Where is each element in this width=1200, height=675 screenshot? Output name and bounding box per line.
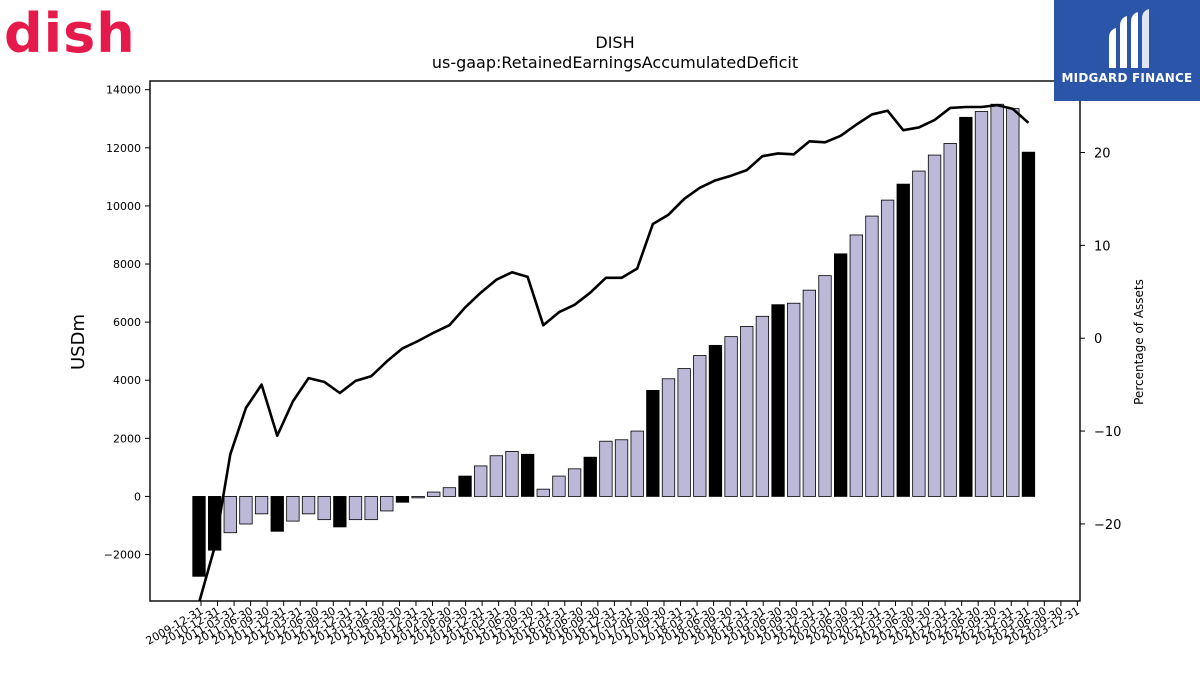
y-tick-label: 0 — [134, 490, 141, 503]
bar-2015-06-30 — [536, 488, 550, 497]
plot-frame — [149, 80, 1081, 602]
y-tick-label: 6000 — [113, 316, 141, 329]
bar-2012-03-31 — [333, 496, 347, 528]
bar-2022-03-31 — [959, 116, 973, 497]
bar-2016-03-31 — [583, 456, 597, 497]
bar-2019-03-31 — [771, 304, 785, 497]
y2-tick-label: −20 — [1094, 518, 1121, 533]
y-tick-label: 2000 — [113, 432, 141, 445]
bar-2010-06-30 — [223, 496, 237, 534]
bar-2018-03-31 — [708, 344, 723, 497]
bar-series — [192, 103, 1036, 577]
bar-2017-09-30 — [677, 368, 691, 497]
bar-2020-09-30 — [865, 215, 879, 497]
y-tick-label: 8000 — [113, 258, 141, 271]
y2-axis-label: Percentage of Assets — [1132, 279, 1146, 405]
bar-2012-12-31 — [380, 496, 394, 512]
bar-2019-09-30 — [802, 289, 816, 497]
bar-2018-12-31 — [755, 315, 770, 497]
bar-2015-09-30 — [552, 475, 566, 497]
bar-2022-06-30 — [974, 111, 989, 497]
bar-2011-03-31 — [270, 496, 284, 532]
bar-2021-09-30 — [927, 154, 942, 497]
bar-2022-09-30 — [990, 103, 1004, 497]
bar-2015-12-31 — [567, 468, 582, 497]
bar-2013-06-30 — [411, 496, 425, 499]
bar-2016-12-31 — [630, 430, 644, 497]
bar-2018-06-30 — [724, 336, 738, 497]
y-tick-label: 4000 — [113, 374, 141, 387]
bar-2020-06-30 — [849, 234, 863, 497]
bar-2013-03-31 — [395, 496, 410, 503]
midgard-logo-text: MIDGARD FINANCE — [1061, 71, 1193, 85]
bar-2013-12-31 — [442, 487, 457, 497]
y-axis-label: USDm — [68, 314, 89, 370]
bar-2014-12-31 — [505, 450, 519, 497]
axes: −2000 0 2000 4000 6000 8000 10000 12000 14000 −20… — [104, 80, 1121, 648]
bar-2015-03-31 — [521, 453, 535, 497]
midgard-finance-logo: MIDGARD FINANCE — [1054, 0, 1200, 101]
dish-logo: dish — [4, 2, 136, 65]
bar-2014-09-30 — [489, 455, 504, 497]
bar-2020-12-31 — [880, 199, 895, 497]
bar-2017-12-31 — [693, 355, 707, 497]
bar-2010-09-30 — [239, 496, 253, 525]
bar-2021-03-31 — [896, 183, 910, 497]
y2-tick-label: −10 — [1094, 425, 1121, 440]
bar-2010-12-31 — [254, 496, 269, 515]
bar-2014-06-30 — [474, 465, 488, 497]
line-series — [198, 103, 1030, 601]
y2-tick-label: 10 — [1094, 239, 1111, 254]
bar-2012-09-30 — [364, 496, 378, 521]
bar-2023-03-31 — [1021, 151, 1036, 497]
bar-2021-06-30 — [912, 170, 926, 497]
chart-title: DISH — [595, 33, 634, 52]
percentage-of-assets-line — [198, 103, 1030, 601]
bar-2013-09-30 — [427, 491, 441, 497]
midgard-mark-icon — [1109, 9, 1149, 68]
y-tick-label: 12000 — [106, 142, 141, 155]
bar-2011-06-30 — [286, 496, 300, 522]
y-tick-label: 14000 — [106, 84, 141, 97]
bar-2016-09-30 — [614, 439, 629, 497]
y2-tick-label: 20 — [1094, 147, 1111, 162]
bar-2021-12-31 — [943, 143, 957, 497]
bar-2009-12-31 — [192, 496, 206, 577]
bar-2022-12-31 — [1006, 108, 1020, 497]
bar-2011-09-30 — [301, 496, 316, 515]
bar-2019-12-31 — [818, 275, 832, 497]
y-tick-label: −2000 — [104, 549, 141, 562]
chart-subtitle: us-gaap:RetainedEarningsAccumulatedDefic… — [432, 53, 798, 72]
bar-2017-06-30 — [661, 378, 676, 497]
bar-2011-12-31 — [317, 496, 331, 521]
dish-logo-text: dish — [4, 2, 136, 60]
bar-2016-06-30 — [599, 440, 613, 497]
bar-2014-03-31 — [458, 475, 472, 497]
bar-2017-03-31 — [646, 389, 660, 497]
y-tick-label: 10000 — [106, 200, 141, 213]
y2-tick-label: 0 — [1094, 332, 1102, 347]
bar-2012-06-30 — [348, 496, 363, 521]
bar-2018-09-30 — [740, 326, 754, 497]
bar-2019-06-30 — [787, 302, 801, 497]
bar-2020-03-31 — [834, 253, 848, 497]
